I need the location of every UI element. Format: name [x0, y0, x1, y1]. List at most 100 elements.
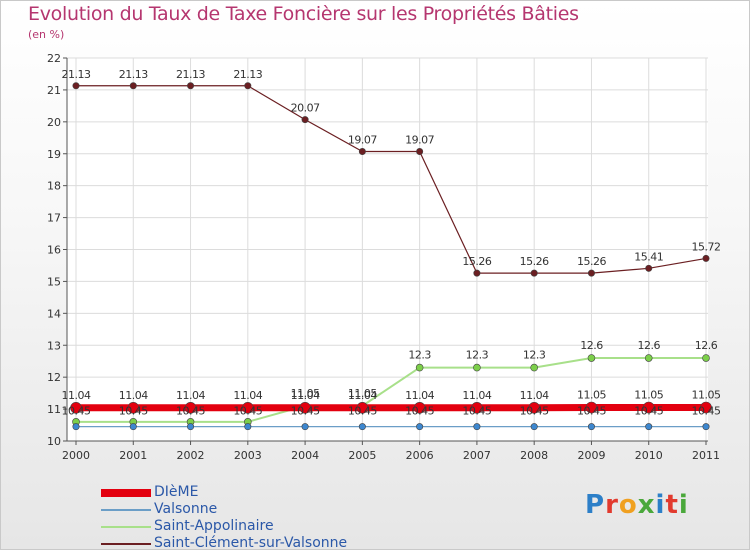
- data-label: 12.6: [695, 339, 718, 352]
- data-label: 21.13: [119, 68, 148, 81]
- y-tick-label: 11: [47, 403, 61, 416]
- data-point: [130, 423, 136, 429]
- x-tick-label: 2002: [177, 449, 205, 462]
- y-tick-label: 18: [47, 180, 61, 193]
- data-label: 15.26: [520, 255, 549, 268]
- data-label: 11.04: [176, 389, 205, 402]
- x-tick-label: 2000: [62, 449, 90, 462]
- data-label: 11.04: [62, 389, 91, 402]
- x-tick-label: 2003: [234, 449, 262, 462]
- data-label: 12.3: [466, 349, 489, 362]
- x-tick-label: 2001: [119, 449, 147, 462]
- data-point: [474, 270, 480, 276]
- data-point: [588, 270, 594, 276]
- legend-label: Valsonne: [154, 501, 217, 517]
- y-tick-label: 20: [47, 116, 61, 129]
- data-label: 11.04: [462, 389, 491, 402]
- data-label: 10.45: [462, 405, 491, 418]
- logo-letter: P: [585, 490, 605, 520]
- data-point: [703, 355, 710, 362]
- legend-label: Saint-Clément-sur-Valsonne: [154, 535, 347, 551]
- data-label: 11.04: [119, 389, 148, 402]
- y-tick-label: 13: [47, 339, 61, 352]
- x-tick-label: 2011: [692, 449, 720, 462]
- data-point: [302, 423, 308, 429]
- data-label: 10.45: [176, 405, 205, 418]
- y-tick-label: 12: [47, 371, 61, 384]
- x-tick-label: 2007: [463, 449, 491, 462]
- data-point: [187, 423, 193, 429]
- data-label: 11.05: [634, 388, 663, 401]
- data-point: [703, 255, 709, 261]
- logo-letter: i: [679, 490, 689, 520]
- x-tick-label: 2009: [577, 449, 605, 462]
- data-point: [73, 83, 79, 89]
- data-label: 11.04: [291, 389, 320, 402]
- legend-label: DIèME: [154, 484, 198, 500]
- legend-swatch: [101, 543, 151, 545]
- x-tick-label: 2006: [406, 449, 434, 462]
- x-tick-label: 2004: [291, 449, 319, 462]
- data-label: 19.07: [405, 134, 434, 147]
- data-point: [359, 148, 365, 154]
- legend-swatch: [101, 489, 151, 497]
- data-label: 10.45: [291, 405, 320, 418]
- data-label: 11.04: [233, 389, 262, 402]
- data-label: 21.13: [233, 68, 262, 81]
- data-point: [646, 423, 652, 429]
- data-label: 11.04: [520, 389, 549, 402]
- proxiti-logo: Proxiti: [585, 490, 689, 520]
- data-point: [416, 364, 423, 371]
- y-tick-label: 14: [47, 307, 61, 320]
- data-point: [531, 364, 538, 371]
- data-point: [588, 423, 594, 429]
- data-point: [474, 423, 480, 429]
- data-point: [416, 148, 422, 154]
- data-point: [359, 423, 365, 429]
- logo-letter: x: [638, 490, 656, 520]
- x-tick-label: 2005: [348, 449, 376, 462]
- data-label: 20.07: [291, 102, 320, 115]
- legend-swatch: [101, 509, 151, 511]
- y-tick-label: 17: [47, 212, 61, 225]
- data-point: [245, 83, 251, 89]
- data-label: 10.45: [233, 405, 262, 418]
- x-tick-label: 2010: [635, 449, 663, 462]
- data-label: 12.3: [523, 349, 546, 362]
- data-label: 11.04: [405, 389, 434, 402]
- data-label: 19.07: [348, 134, 377, 147]
- logo-letter: t: [665, 490, 678, 520]
- data-label: 10.45: [348, 405, 377, 418]
- y-tick-label: 22: [47, 52, 61, 65]
- data-label: 21.13: [176, 68, 205, 81]
- data-point: [703, 423, 709, 429]
- data-point: [245, 423, 251, 429]
- data-label: 11.05: [577, 388, 606, 401]
- data-label: 21.13: [62, 68, 91, 81]
- logo-letter: o: [619, 490, 638, 520]
- data-point: [302, 116, 308, 122]
- y-tick-label: 10: [47, 435, 61, 448]
- y-tick-label: 16: [47, 244, 61, 257]
- data-label: 10.45: [634, 405, 663, 418]
- data-point: [130, 83, 136, 89]
- data-point: [187, 83, 193, 89]
- data-label: 10.45: [520, 405, 549, 418]
- y-tick-label: 19: [47, 148, 61, 161]
- data-label: 10.45: [692, 405, 721, 418]
- data-point: [73, 423, 79, 429]
- y-tick-label: 21: [47, 84, 61, 97]
- data-label: 15.26: [462, 255, 491, 268]
- data-point: [531, 270, 537, 276]
- legend-label: Saint-Appolinaire: [154, 518, 274, 534]
- logo-letter: i: [656, 490, 666, 520]
- data-label: 12.3: [408, 349, 431, 362]
- x-tick-label: 2008: [520, 449, 548, 462]
- data-label: 10.45: [577, 405, 606, 418]
- data-label: 11.05: [692, 388, 721, 401]
- data-label: 15.26: [577, 255, 606, 268]
- data-label: 10.45: [405, 405, 434, 418]
- data-point: [645, 355, 652, 362]
